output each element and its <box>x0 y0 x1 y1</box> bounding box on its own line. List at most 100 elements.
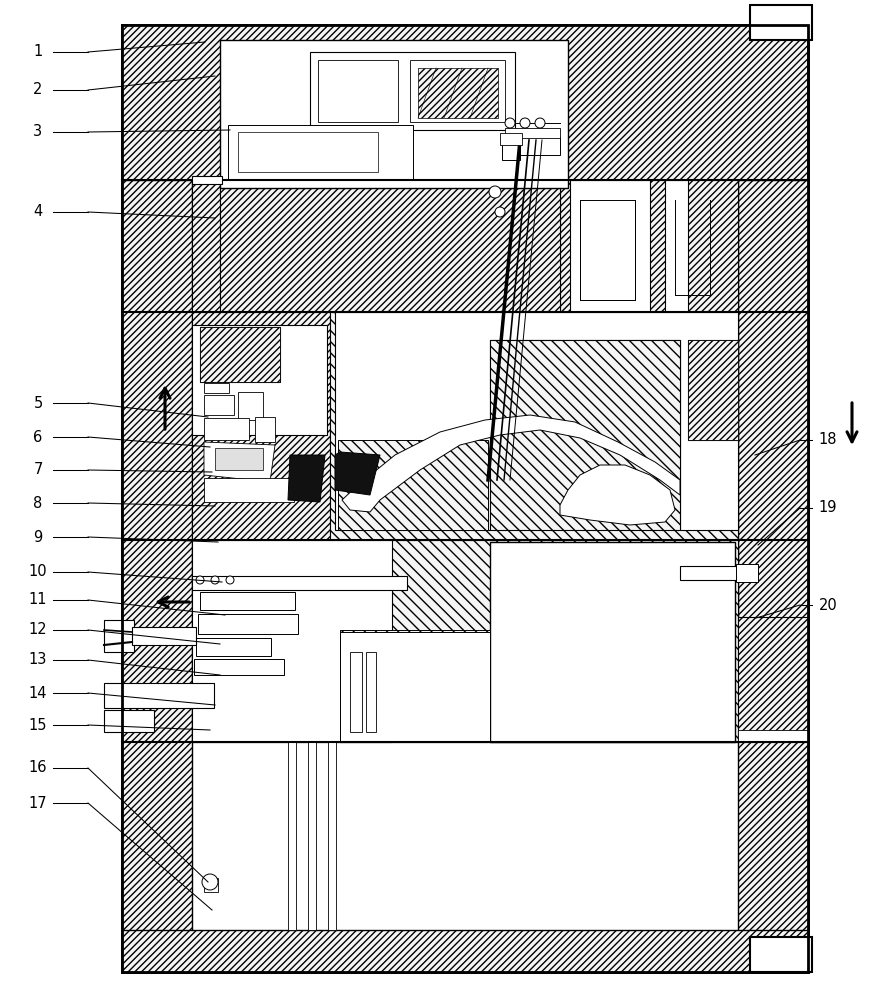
Polygon shape <box>330 312 738 540</box>
Bar <box>318 60 398 122</box>
Bar <box>122 25 808 972</box>
Polygon shape <box>340 540 738 742</box>
Text: 3: 3 <box>34 124 42 139</box>
Polygon shape <box>738 180 808 972</box>
Circle shape <box>495 207 505 217</box>
Polygon shape <box>122 25 808 180</box>
Polygon shape <box>342 415 680 512</box>
Bar <box>505 128 560 138</box>
Bar <box>192 540 392 742</box>
Polygon shape <box>688 340 738 440</box>
Bar <box>502 135 520 160</box>
Text: 6: 6 <box>34 430 42 444</box>
Polygon shape <box>335 312 738 530</box>
Circle shape <box>535 118 545 128</box>
Polygon shape <box>204 442 275 482</box>
Bar <box>500 133 522 145</box>
Bar <box>196 638 271 656</box>
Circle shape <box>196 576 204 584</box>
Polygon shape <box>122 930 808 972</box>
Bar <box>228 125 413 180</box>
Text: 14: 14 <box>28 686 47 700</box>
Polygon shape <box>200 327 280 382</box>
Bar <box>750 5 812 40</box>
Text: 1: 1 <box>34 44 42 60</box>
Bar <box>490 542 735 742</box>
Bar <box>750 937 812 972</box>
Bar <box>192 325 327 435</box>
Bar <box>680 566 738 580</box>
Polygon shape <box>560 465 675 525</box>
Bar <box>505 137 560 155</box>
Circle shape <box>202 874 218 890</box>
Bar <box>350 652 362 732</box>
Polygon shape <box>560 180 738 312</box>
Text: 19: 19 <box>819 500 837 516</box>
Bar <box>665 180 737 312</box>
Text: 12: 12 <box>28 622 47 638</box>
Text: 4: 4 <box>34 205 42 220</box>
Bar <box>238 392 263 420</box>
Bar <box>736 564 758 582</box>
Text: 20: 20 <box>819 597 837 612</box>
Polygon shape <box>192 540 738 742</box>
Circle shape <box>505 118 515 128</box>
Polygon shape <box>338 440 488 530</box>
Text: 18: 18 <box>819 432 837 448</box>
Text: 11: 11 <box>28 592 47 607</box>
Bar <box>238 132 378 172</box>
Bar <box>204 478 294 502</box>
Text: 16: 16 <box>28 760 47 776</box>
Text: 8: 8 <box>34 495 42 510</box>
Polygon shape <box>192 180 220 312</box>
Bar <box>194 659 284 675</box>
Bar <box>198 614 298 634</box>
Bar <box>688 340 738 440</box>
Polygon shape <box>288 455 325 502</box>
Text: 13: 13 <box>29 652 47 668</box>
Bar <box>122 25 808 972</box>
Bar <box>308 742 316 930</box>
Text: 15: 15 <box>28 718 47 732</box>
Bar <box>288 742 296 930</box>
Text: 7: 7 <box>34 462 42 478</box>
Polygon shape <box>688 180 738 312</box>
Polygon shape <box>192 176 222 184</box>
Polygon shape <box>490 340 680 530</box>
Bar <box>132 627 196 645</box>
Polygon shape <box>340 630 490 742</box>
Bar <box>340 632 490 742</box>
Bar <box>104 683 214 708</box>
Text: 9: 9 <box>34 530 42 544</box>
Circle shape <box>211 576 219 584</box>
Bar <box>410 60 505 122</box>
Polygon shape <box>335 452 380 495</box>
Bar <box>580 200 635 300</box>
Polygon shape <box>192 312 330 540</box>
Bar <box>192 576 407 590</box>
Bar <box>200 592 295 610</box>
Bar <box>204 383 229 393</box>
Text: 17: 17 <box>28 796 47 810</box>
Bar <box>215 448 263 470</box>
Polygon shape <box>220 188 560 312</box>
Bar <box>104 620 134 652</box>
Text: 5: 5 <box>34 395 42 410</box>
Bar <box>255 417 275 442</box>
Bar <box>104 710 154 732</box>
Text: 10: 10 <box>28 564 47 580</box>
Bar <box>204 878 218 892</box>
Bar <box>204 418 249 440</box>
Bar <box>220 40 568 188</box>
Bar <box>328 742 336 930</box>
Circle shape <box>226 576 234 584</box>
Circle shape <box>520 118 530 128</box>
Bar <box>366 652 376 732</box>
Bar <box>738 617 808 742</box>
Bar <box>200 327 280 382</box>
Bar <box>738 730 808 742</box>
Circle shape <box>489 186 501 198</box>
Polygon shape <box>122 180 192 972</box>
Text: 2: 2 <box>34 83 42 98</box>
Polygon shape <box>418 68 498 118</box>
